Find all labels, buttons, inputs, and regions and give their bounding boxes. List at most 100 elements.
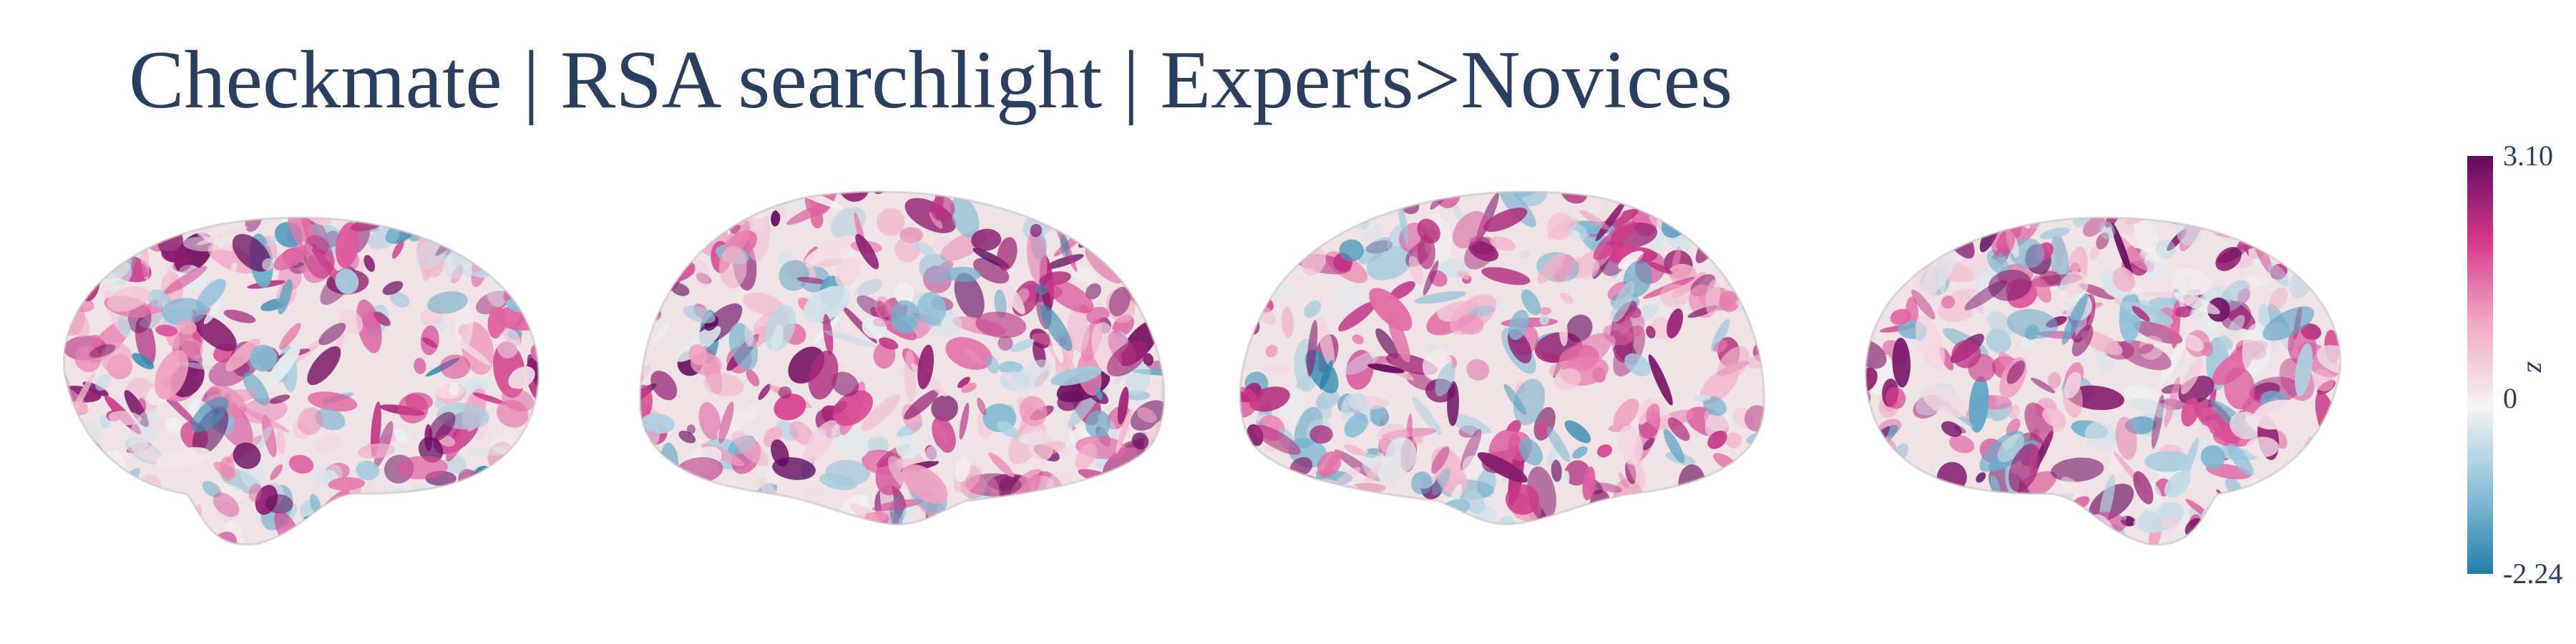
activation-patch: [1503, 384, 1527, 415]
activation-patch: [180, 504, 202, 545]
activation-patch: [1976, 472, 1986, 483]
activation-patch: [2331, 218, 2341, 237]
activation-patch: [1240, 200, 1250, 218]
activation-patch: [1365, 223, 1382, 243]
activation-patch: [2030, 377, 2056, 394]
activation-patch: [2025, 514, 2062, 545]
activation-patch: [2317, 345, 2341, 374]
activation-patch: [758, 384, 771, 401]
activation-patch: [640, 205, 675, 236]
activation-patch: [479, 193, 509, 213]
activation-patch: [1747, 492, 1757, 512]
activation-patch: [398, 394, 429, 424]
activation-patch: [2195, 405, 2240, 444]
activation-patch: [659, 495, 693, 522]
activation-patch: [872, 499, 924, 511]
activation-patch: [2243, 274, 2270, 287]
activation-patch: [1317, 316, 1335, 369]
activation-patch: [2054, 234, 2064, 268]
activation-patch: [527, 439, 539, 454]
activation-patch: [1737, 260, 1765, 291]
activation-patch: [960, 512, 984, 525]
activation-patch: [819, 473, 857, 491]
activation-patch: [1865, 471, 1878, 493]
activation-patch: [2084, 421, 2119, 451]
activation-patch: [1566, 314, 1593, 343]
activation-patch: [1593, 220, 1636, 260]
activation-patch: [889, 300, 920, 331]
activation-patch: [1749, 508, 1765, 525]
activation-patch: [269, 394, 291, 404]
activation-patch: [2293, 504, 2323, 523]
activation-patch: [1481, 267, 1531, 286]
activation-patch: [470, 497, 484, 525]
activation-patch: [1030, 223, 1043, 238]
activation-patch: [108, 411, 142, 426]
activation-patch: [535, 479, 539, 532]
activation-patch: [1275, 191, 1291, 193]
activation-patch: [771, 323, 784, 353]
activation-patch: [523, 457, 538, 467]
activation-patch: [1984, 193, 2028, 215]
activation-patch: [957, 376, 971, 389]
activation-patch: [1865, 218, 1872, 231]
activation-patch: [1561, 470, 1570, 489]
activation-patch: [1266, 467, 1281, 500]
activation-patch: [220, 457, 235, 481]
activation-patch: [1240, 462, 1279, 480]
activation-patch: [327, 514, 343, 525]
activation-patch: [1346, 349, 1374, 390]
activation-patch: [292, 421, 310, 440]
activation-patch: [1252, 424, 1301, 455]
activation-patch: [665, 200, 690, 231]
activation-patch: [245, 218, 262, 232]
activation-patch: [818, 523, 831, 525]
activation-patch: [1332, 509, 1373, 525]
activation-patch: [1108, 240, 1121, 262]
activation-patch: [440, 255, 466, 279]
activation-patch: [314, 527, 331, 545]
activation-patch: [1579, 210, 1611, 230]
activation-patch: [2164, 470, 2191, 498]
activation-patch: [1885, 386, 1906, 409]
activation-patch: [1986, 249, 2009, 275]
activation-patch: [172, 256, 192, 272]
activation-patch: [1948, 435, 1975, 454]
activation-patch: [280, 218, 298, 230]
activation-patch: [2060, 477, 2083, 499]
activation-patch: [1388, 191, 1405, 197]
activation-patch: [640, 256, 670, 271]
activation-patch: [288, 454, 314, 474]
activation-patch: [1408, 255, 1424, 285]
activation-patch: [1400, 514, 1456, 525]
activation-patch: [2134, 218, 2162, 264]
activation-patch: [1253, 507, 1284, 525]
activation-patch: [1362, 454, 1396, 487]
activation-patch: [998, 361, 1024, 375]
activation-patch: [156, 218, 170, 223]
activation-patch: [2318, 477, 2341, 494]
activation-patch: [1059, 512, 1104, 525]
activation-patch: [1015, 288, 1030, 303]
activation-patch: [917, 344, 935, 390]
activation-patch: [894, 282, 914, 306]
activation-patch: [182, 361, 215, 370]
activation-patch: [381, 532, 419, 545]
activation-patch: [496, 328, 521, 358]
activation-patch: [276, 427, 286, 455]
surface-outline: [1865, 216, 2342, 546]
activation-patch: [1053, 192, 1089, 227]
activation-patch: [1625, 460, 1636, 484]
activation-patch: [401, 218, 416, 229]
activation-patch: [88, 220, 137, 245]
activation-patch: [1358, 237, 1391, 265]
activation-patch: [1303, 191, 1339, 212]
activation-patch: [2064, 371, 2082, 399]
activation-patch: [2006, 308, 2058, 339]
activation-patch: [1568, 224, 1587, 243]
activation-patch: [1344, 351, 1380, 375]
activation-patch: [1973, 218, 1991, 221]
activation-patch: [1865, 537, 1876, 545]
activation-patch: [1707, 430, 1727, 449]
